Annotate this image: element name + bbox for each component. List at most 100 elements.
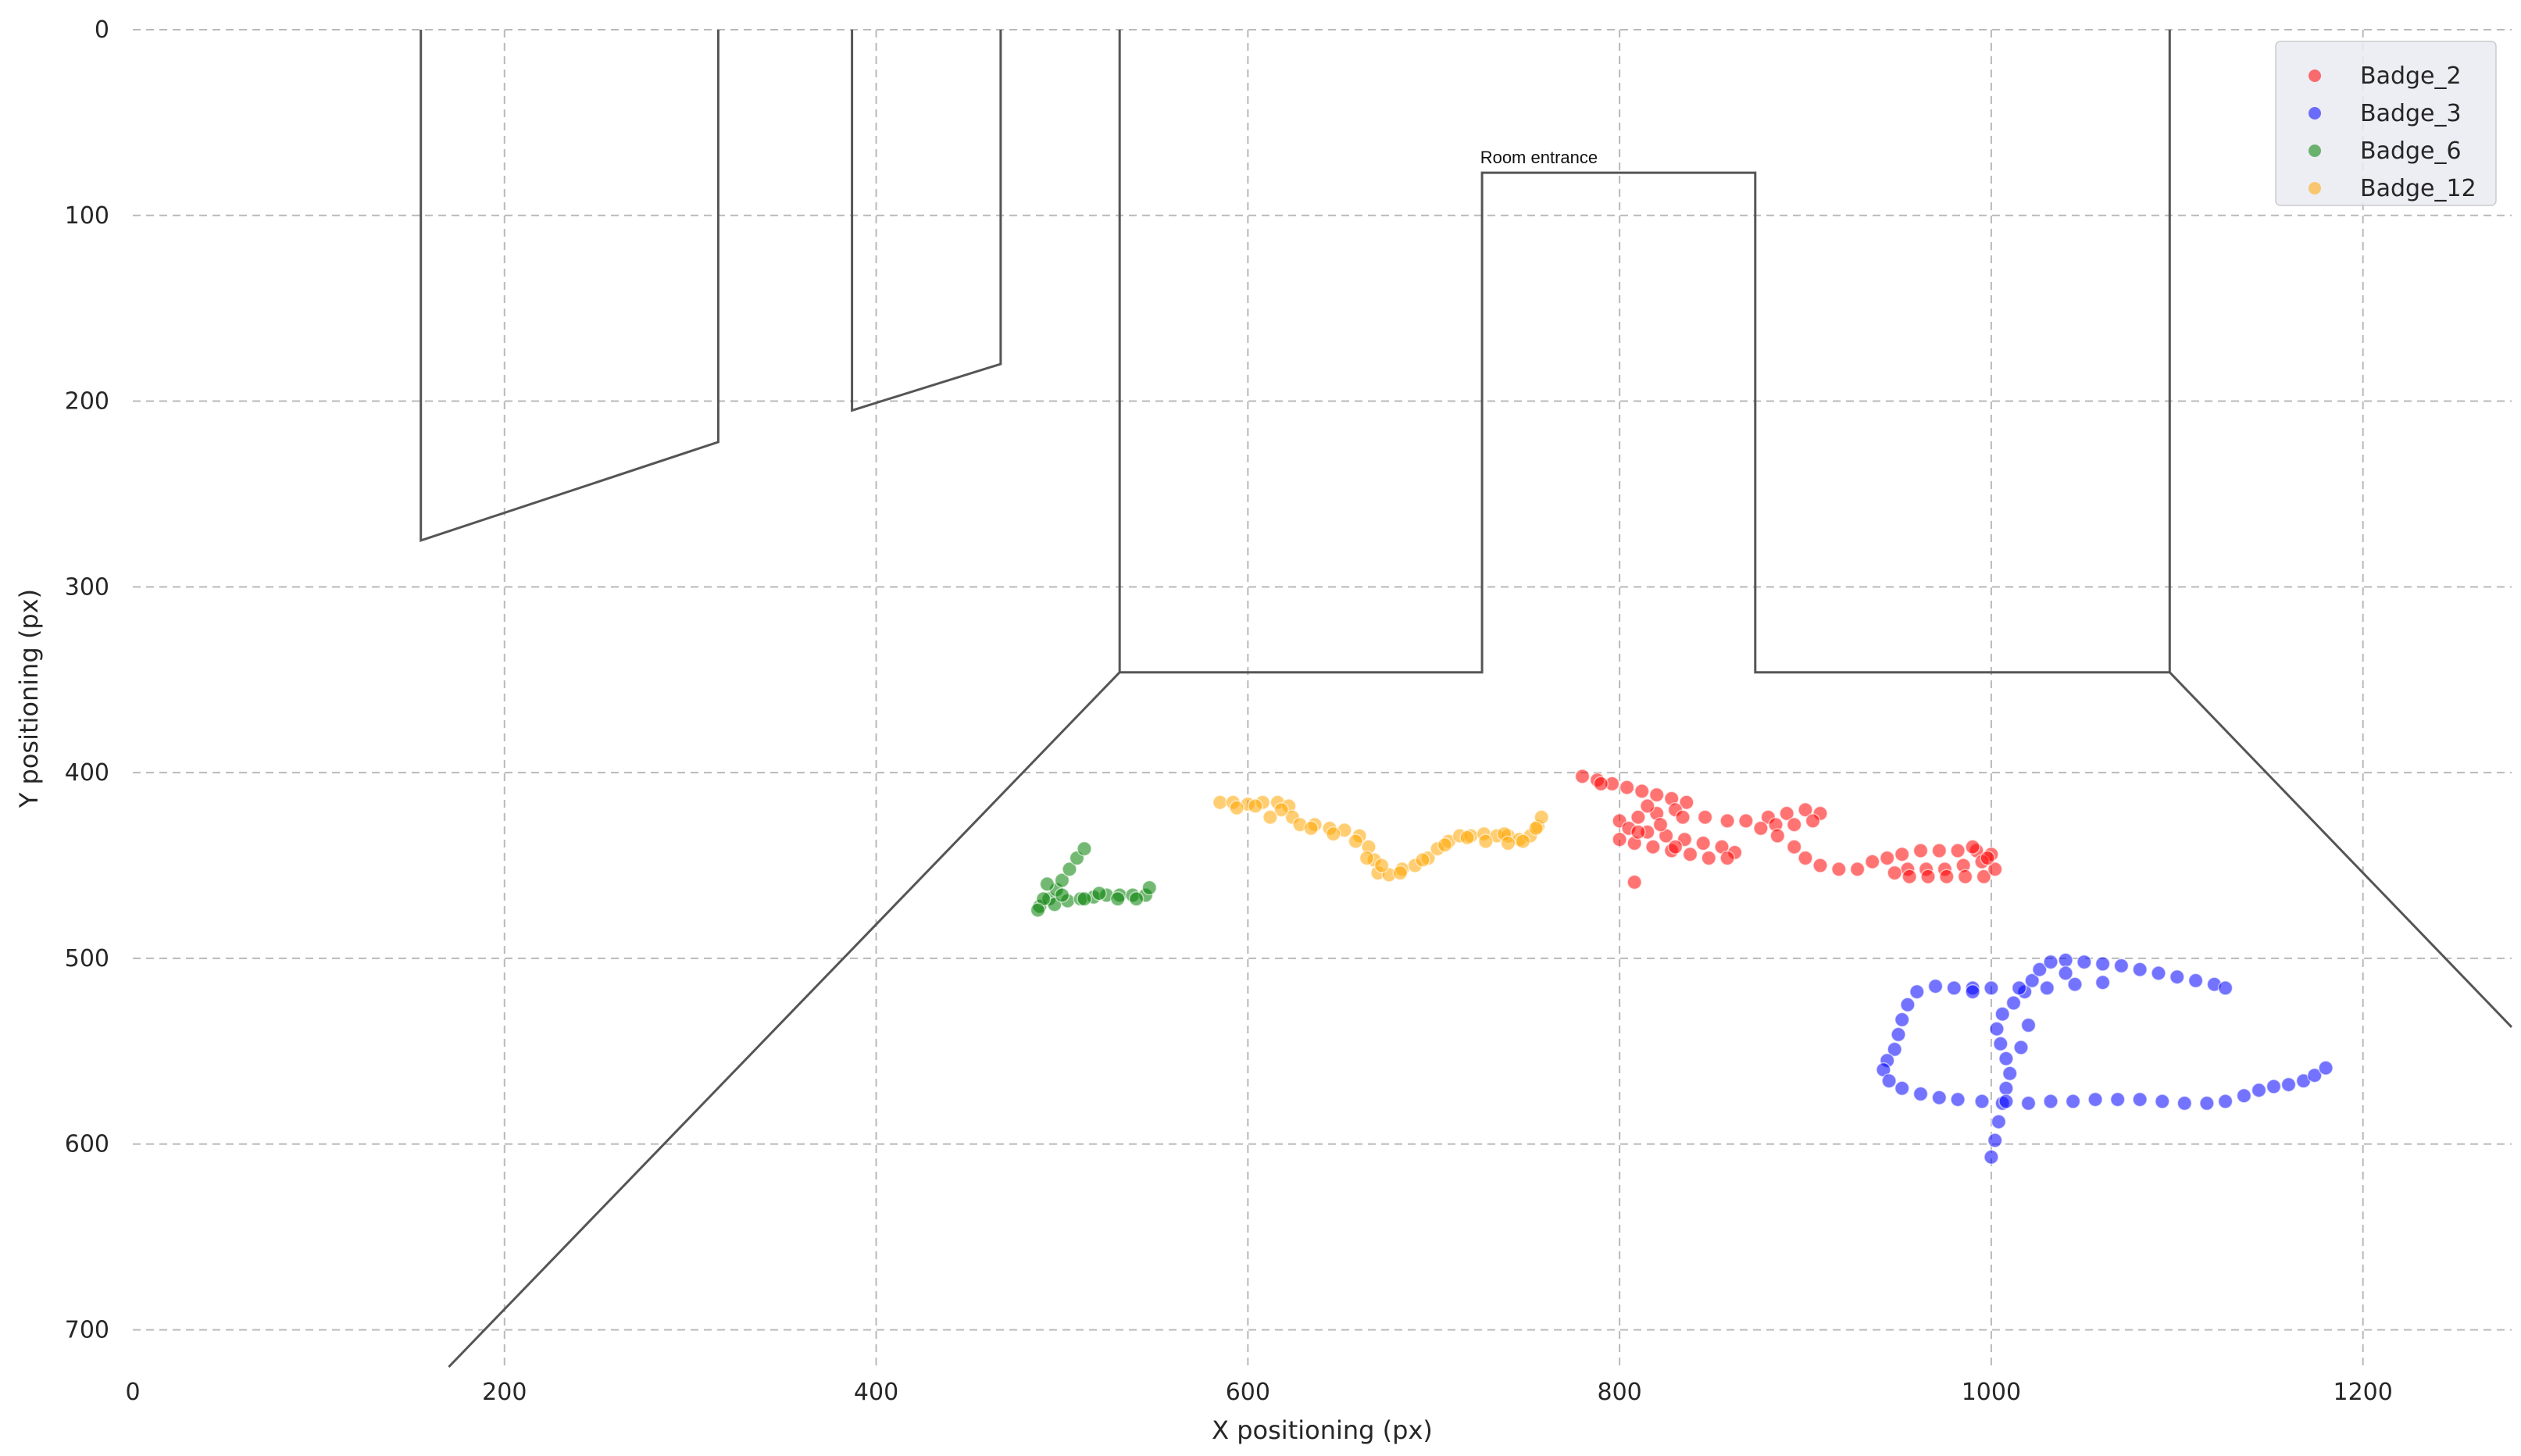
x-tick-label: 0 [125,1379,140,1406]
data-point [1805,813,1821,829]
data-point [2280,1076,2297,1093]
data-point [2067,976,2083,992]
y-tick-label: 300 [65,573,109,601]
data-point [1927,978,1944,994]
y-tick-label: 400 [65,759,109,787]
room-floor-left-edge [448,671,1121,1369]
data-point [2039,980,2055,996]
legend: Badge_2 Badge_3 Badge_6 Badge_12 [2275,41,2497,206]
room-left-door [420,30,720,542]
legend-label: Badge_3 [2360,100,2462,127]
x-tick-label: 1000 [1962,1379,2021,1406]
data-point [1110,891,1126,907]
data-point [1612,831,1627,848]
data-point [2001,1065,2018,1082]
data-point [1437,837,1453,853]
data-point [1753,820,1769,837]
data-point [1212,794,1228,810]
data-point [1887,865,1902,881]
data-point [1849,862,1866,877]
x-tick-label: 800 [1597,1379,1641,1406]
room-back-wall [1118,30,2171,674]
data-point [1950,843,1966,858]
y-tick-label: 0 [95,16,109,44]
data-point [2318,1060,2334,1076]
data-point [1980,850,1995,866]
data-point [1920,869,1936,885]
data-point [1128,891,1144,907]
y-axis-label: Y positioning (px) [14,589,44,808]
data-point [2005,995,2022,1011]
data-point [2169,969,2185,985]
data-point [1627,874,1642,890]
data-point [1648,787,1665,803]
room-outline [420,30,2513,1369]
data-point [1900,997,1916,1013]
data-point [1993,1036,2009,1052]
data-point [1984,980,1999,996]
data-point [1786,816,1802,833]
data-point [2199,1095,2215,1112]
data-point [2217,1094,2234,1109]
series-badge-2 [1574,769,2003,890]
data-point [1459,830,1475,846]
data-point [2013,1040,2029,1055]
data-point [1141,880,1158,896]
data-point [1500,835,1516,851]
data-point [1946,980,1962,996]
data-point [1679,794,1694,810]
data-point [1652,816,1669,833]
data-point [1994,1006,2010,1022]
data-point [1640,798,1655,814]
data-point [1392,865,1409,881]
x-tick-label: 1200 [2334,1379,2393,1406]
data-point [2217,980,2234,996]
data-point [2094,956,2111,972]
data-point [1887,1041,1902,1058]
data-point [1987,1133,2003,1148]
data-point [1984,1149,1999,1165]
data-point [1515,833,1531,849]
data-point [1675,809,1691,825]
x-tick-label: 400 [854,1379,898,1406]
data-point [2094,975,2111,990]
data-point [1957,869,1973,885]
x-tick-label: 600 [1226,1379,1270,1406]
data-point [1030,902,1046,918]
data-point [1769,828,1786,844]
data-point [1719,850,1735,866]
data-point [2236,1088,2252,1104]
data-point [2132,962,2148,977]
series-badge-12 [1212,794,1549,883]
legend-marker [2309,107,2321,120]
data-point [2024,972,2040,989]
data-point [1373,858,1390,873]
data-point [2113,958,2130,974]
legend-label: Badge_12 [2360,175,2476,202]
data-point [1039,876,1055,892]
data-point [1326,826,1341,842]
data-point [1262,809,1278,825]
data-point [1894,846,1910,862]
data-point [2020,1095,2037,1112]
data-point [2011,980,2027,996]
room-floor-right-edge [2169,671,2513,1028]
data-point [1891,1026,1906,1043]
y-tick-label: 100 [65,202,109,230]
legend-marker [2309,182,2321,194]
y-tick-label: 200 [65,388,109,416]
data-point [2065,1094,2081,1109]
data-point [1682,846,1698,862]
data-point [2109,1091,2126,1108]
data-point [1881,1073,1897,1089]
data-point [2155,1094,2170,1109]
data-point [1077,891,1092,907]
data-point [1879,850,1895,866]
y-tick-label: 600 [65,1131,109,1158]
data-point [1697,809,1713,825]
series-badge-6 [1030,840,1158,918]
data-point [1786,839,1802,855]
